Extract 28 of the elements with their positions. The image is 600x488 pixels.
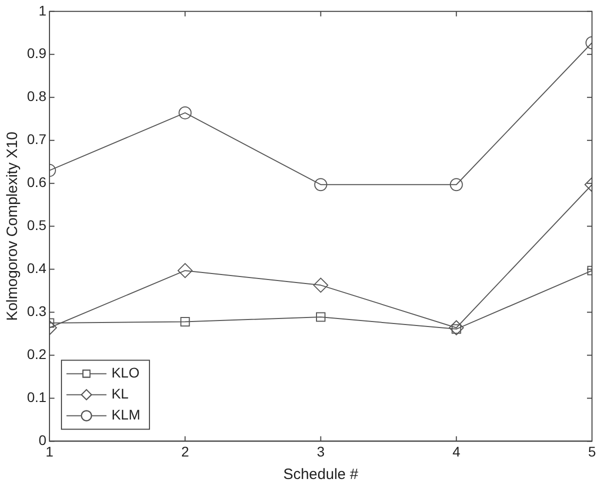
point — [313, 278, 328, 293]
legend-label: KLO — [111, 364, 140, 381]
y-tick-label: 0.5 — [26, 217, 47, 234]
x-tick-label: 5 — [588, 443, 596, 460]
point — [450, 178, 463, 192]
legend-label: KL — [111, 386, 129, 402]
point — [178, 263, 193, 278]
y-tick-label: 1 — [38, 2, 47, 18]
y-tick-label: 0.7 — [26, 131, 47, 148]
y-axis-title: Kolmogorov Complexity X10 — [4, 132, 22, 321]
x-tick-label: 4 — [452, 443, 460, 460]
x-tick-label: 2 — [181, 443, 190, 460]
y-tick-label: 0.6 — [26, 174, 47, 190]
y-tick-label: 0.2 — [26, 346, 47, 362]
y-tick-label: 0.3 — [26, 303, 47, 320]
y-tick-label: 0.9 — [26, 45, 47, 62]
point — [180, 316, 190, 326]
y-tick-label: 0.1 — [26, 389, 47, 406]
y-tick-label: 0 — [38, 432, 47, 448]
x-axis-title: Schedule # — [283, 466, 359, 484]
point — [178, 106, 192, 120]
legend-label: KLM — [111, 406, 140, 423]
x-tick-label: 3 — [316, 443, 325, 460]
y-tick-label: 0.8 — [26, 88, 47, 104]
point — [448, 320, 464, 336]
point — [316, 312, 326, 322]
y-tick-label: 0.4 — [26, 260, 47, 276]
point — [314, 178, 328, 192]
